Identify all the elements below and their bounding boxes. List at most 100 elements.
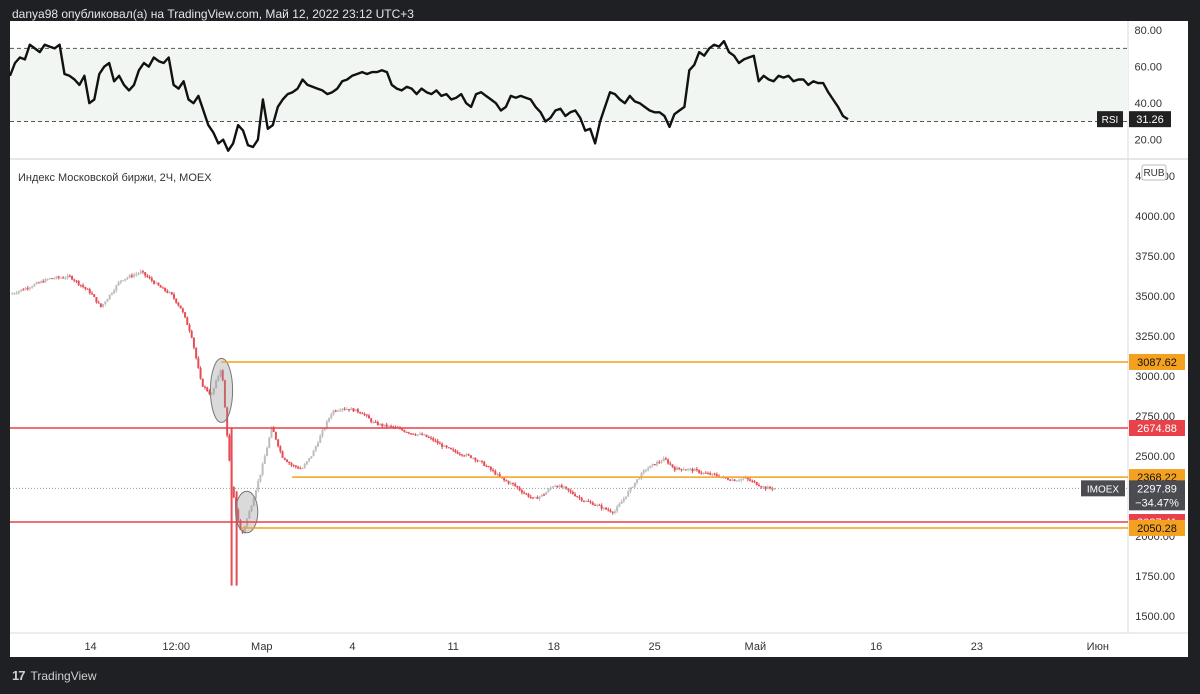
candle-body xyxy=(746,477,749,480)
candle-body xyxy=(392,426,395,428)
candle-body xyxy=(354,409,357,412)
candle-body xyxy=(104,301,107,304)
candle-body xyxy=(343,408,346,410)
currency-badge-box[interactable] xyxy=(1141,164,1167,181)
candle-body xyxy=(277,439,280,447)
candle-body xyxy=(257,480,260,491)
candle-body xyxy=(644,470,647,472)
candle-body xyxy=(168,292,171,294)
candle-body xyxy=(97,302,100,304)
candle-body xyxy=(274,431,277,440)
candle-body xyxy=(17,291,20,293)
price-tick-label: 2750.00 xyxy=(1135,411,1175,423)
candle-body xyxy=(740,478,743,481)
candle-body xyxy=(609,510,612,512)
candle-body xyxy=(760,486,763,488)
rsi-label-tag xyxy=(1097,111,1123,128)
candle-body xyxy=(117,282,120,286)
candle-body xyxy=(700,472,703,474)
candle-body xyxy=(671,464,674,468)
candle-body xyxy=(474,457,477,461)
price-tick-label: 1750.00 xyxy=(1135,571,1175,583)
candle-body xyxy=(210,393,213,395)
candle-body xyxy=(678,467,681,469)
time-tick-label: 16 xyxy=(870,641,882,653)
candle-body xyxy=(711,473,714,475)
candle-body xyxy=(108,294,111,299)
candle-body xyxy=(288,461,291,464)
candle-body xyxy=(215,380,218,389)
candle-body xyxy=(303,464,306,469)
candle-body xyxy=(660,461,663,463)
candle-body xyxy=(356,409,359,413)
candle-body xyxy=(159,285,162,288)
candle-body xyxy=(153,280,156,284)
candle-body xyxy=(334,410,337,412)
candle-body xyxy=(449,447,452,450)
price-tick-label: 3250.00 xyxy=(1135,331,1175,343)
candle-body xyxy=(467,454,470,456)
candle-body xyxy=(51,278,54,280)
level-tag-1 xyxy=(1129,420,1185,437)
candle-body xyxy=(292,465,295,467)
time-tick-label: 11 xyxy=(447,641,458,653)
candle-body xyxy=(197,358,200,369)
candle-body xyxy=(658,462,661,464)
candle-body xyxy=(465,454,468,456)
candle-body xyxy=(744,477,747,479)
candle-body xyxy=(192,337,195,348)
candle-body xyxy=(401,428,404,431)
candle-body xyxy=(376,422,379,425)
candle-body xyxy=(680,468,683,470)
candle-body xyxy=(270,427,273,438)
time-tick-label: Мар xyxy=(251,641,273,653)
candle-body xyxy=(42,281,45,283)
candle-body xyxy=(742,478,745,480)
candle-body xyxy=(525,493,528,495)
candle-body xyxy=(516,486,519,488)
candle-body xyxy=(59,277,62,279)
candle-body xyxy=(483,461,486,466)
candle-body xyxy=(24,288,27,290)
candle-body xyxy=(531,497,534,499)
candle-body xyxy=(350,408,353,411)
candle-body xyxy=(374,421,377,423)
candle-body xyxy=(130,275,133,277)
candle-body xyxy=(585,500,588,502)
level-tag-4 xyxy=(1129,519,1185,536)
candle-body xyxy=(164,287,167,291)
candle-body xyxy=(749,479,752,481)
candle-body xyxy=(55,276,58,279)
candle-body xyxy=(509,482,512,484)
candle-body xyxy=(48,278,51,280)
price-tick-label: 3500.00 xyxy=(1135,291,1175,303)
candle-body xyxy=(503,477,506,481)
candle-body xyxy=(290,463,293,466)
price-tick-label: 3750.00 xyxy=(1135,251,1175,263)
candle-body xyxy=(507,481,510,484)
candle-body xyxy=(106,298,109,302)
candle-body xyxy=(551,486,554,488)
candle-body xyxy=(625,496,628,499)
candle-body xyxy=(764,486,767,490)
candle-body xyxy=(181,308,184,313)
candle-body xyxy=(146,275,149,277)
candle-body xyxy=(476,460,479,462)
level-value-4: 2050.28 xyxy=(1137,523,1177,535)
candle-body xyxy=(144,272,147,276)
candle-body xyxy=(299,468,302,470)
candle-body xyxy=(79,284,82,286)
candle-body xyxy=(250,506,253,512)
candle-body xyxy=(715,474,718,477)
candle-body xyxy=(534,497,537,499)
candle-body xyxy=(702,472,705,474)
candle-body xyxy=(102,303,105,307)
candle-body xyxy=(709,473,712,475)
candle-body xyxy=(421,433,424,436)
candle-body xyxy=(66,275,69,278)
candle-body xyxy=(436,440,439,444)
candle-body xyxy=(139,271,142,274)
level-value-0: 3087.62 xyxy=(1137,357,1177,369)
candle-body xyxy=(518,487,521,491)
